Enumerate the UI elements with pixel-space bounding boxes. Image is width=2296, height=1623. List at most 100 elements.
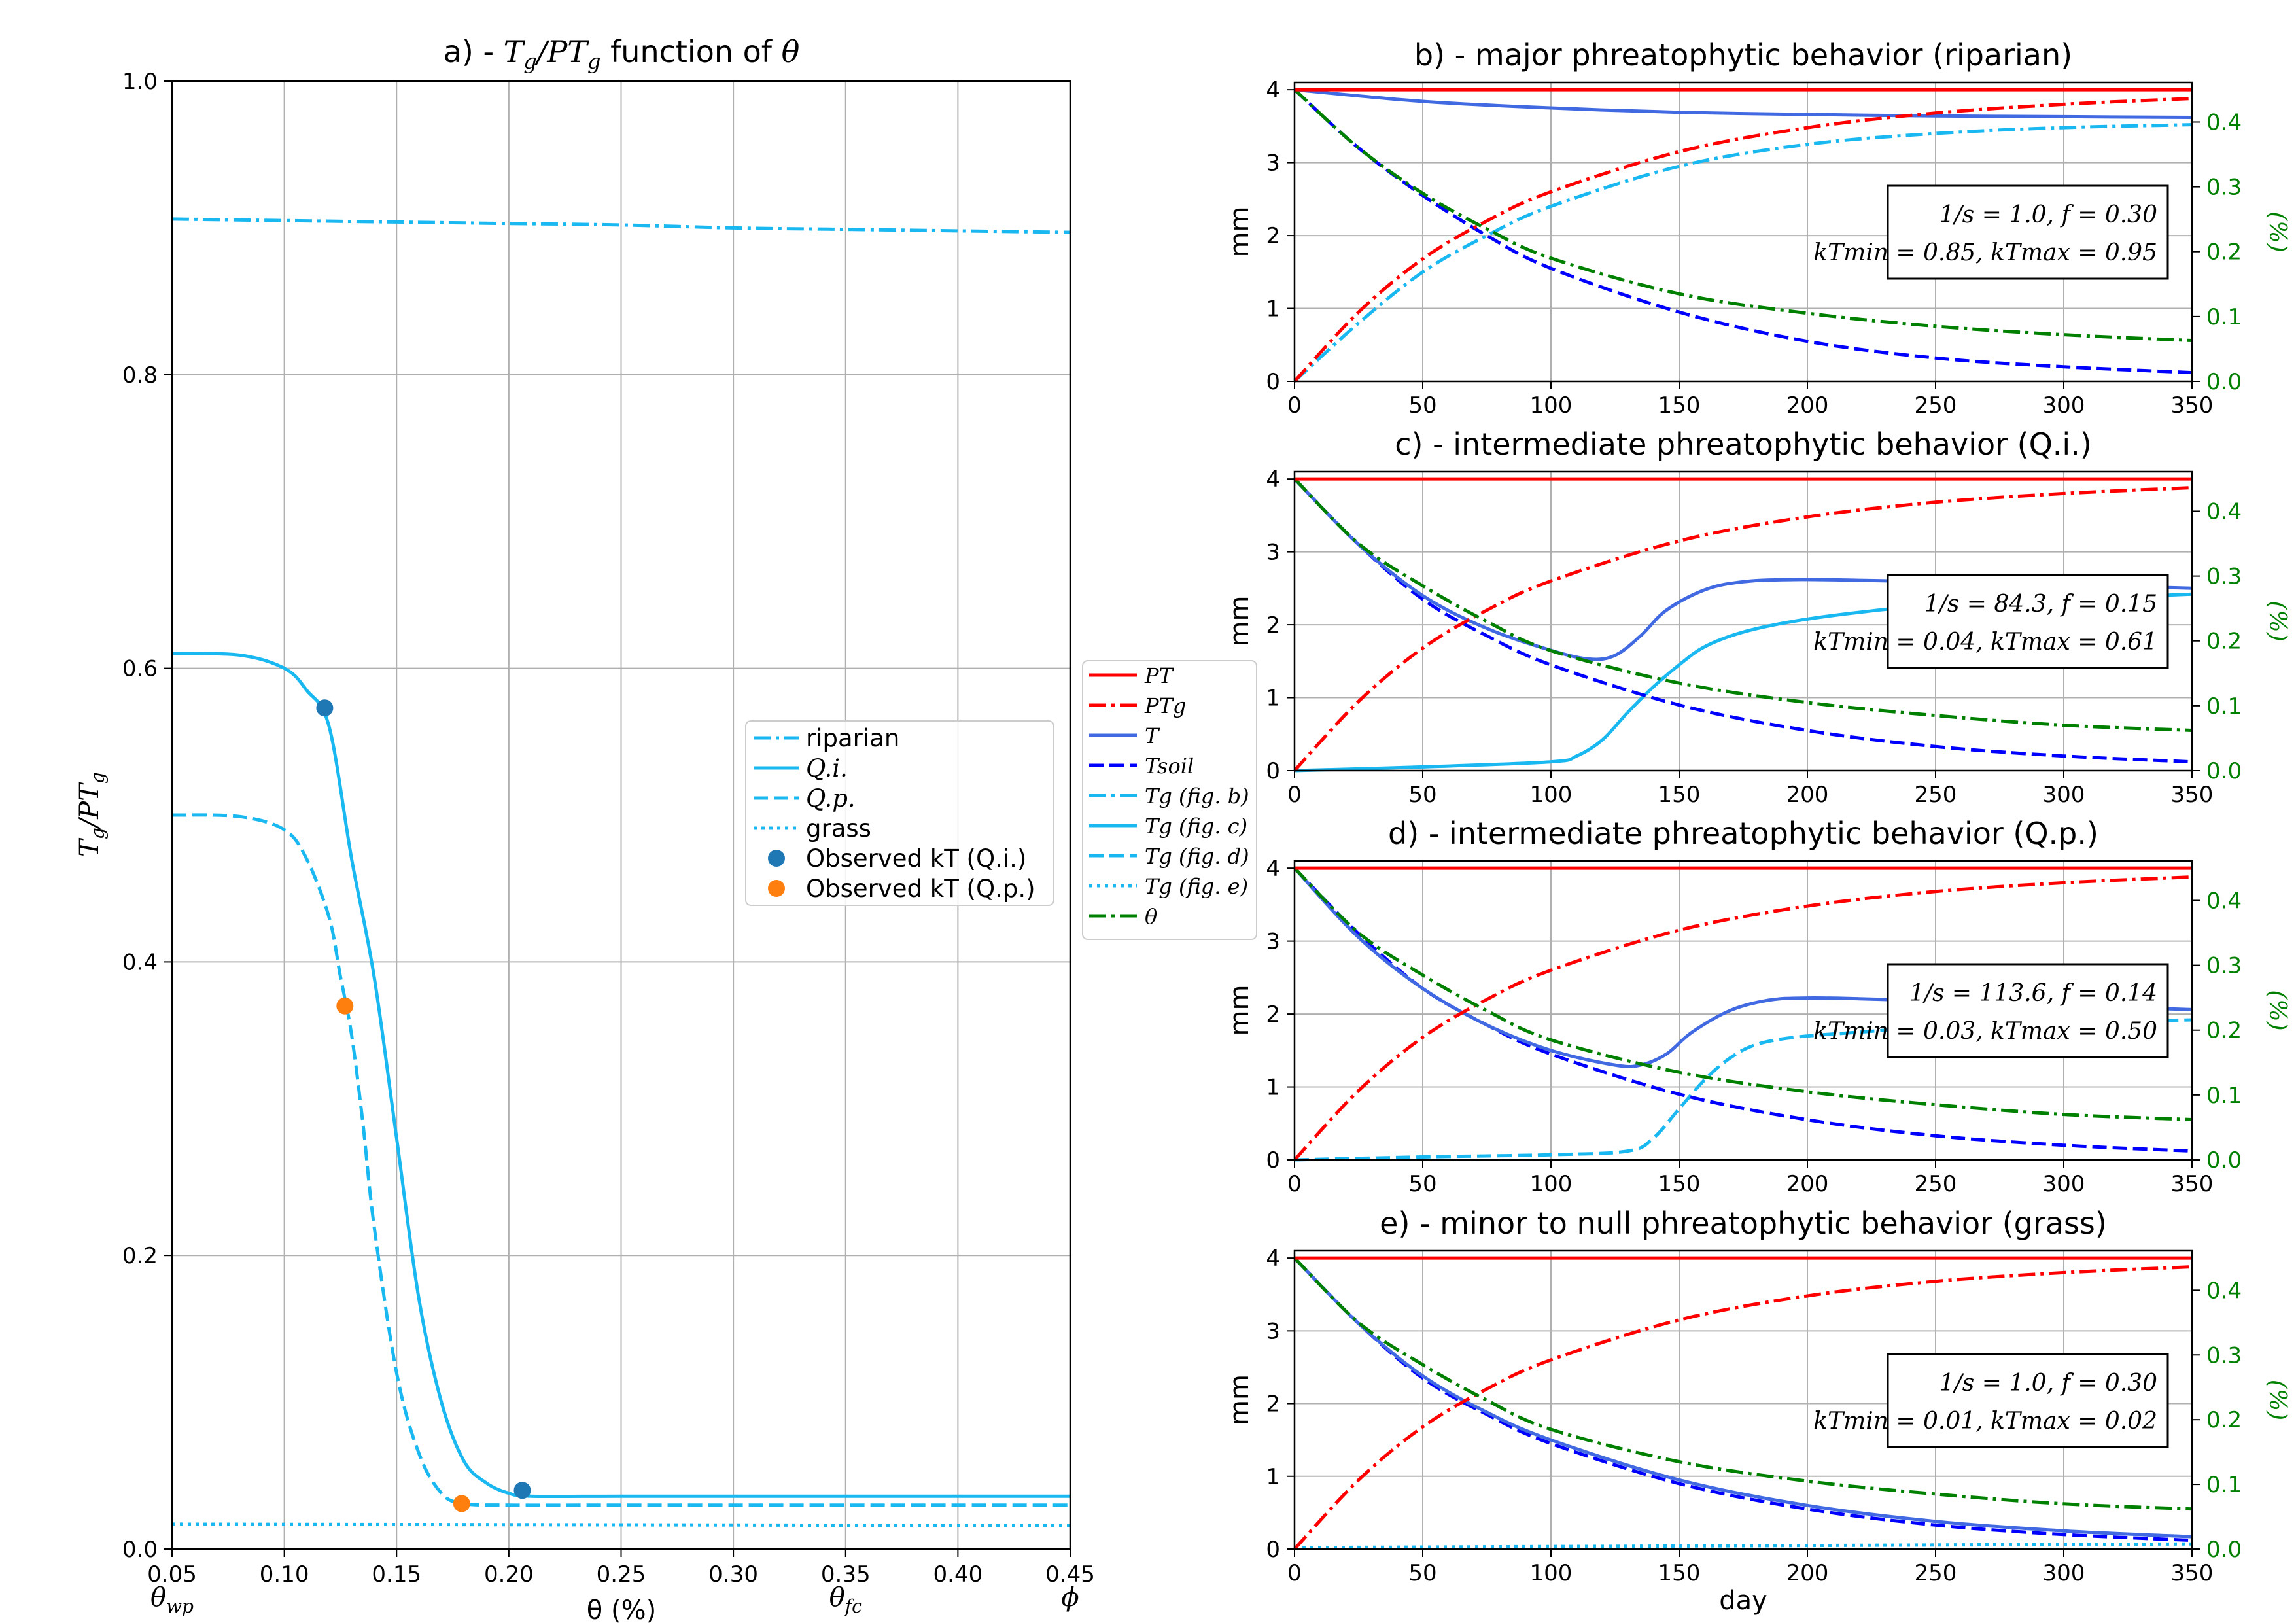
y2-tick-label: 0.2: [2206, 239, 2242, 266]
x-tick-label: 350: [2171, 1560, 2214, 1586]
x-tick-label: 100: [1530, 1171, 1573, 1197]
x-tick-label: 50: [1408, 393, 1436, 419]
x-tick-label: 250: [1915, 1171, 1957, 1197]
series-line: [1295, 478, 2192, 764]
annotation-frame: [1887, 574, 2169, 669]
series-line: [1295, 97, 2192, 383]
x-tick-label: 300: [2043, 393, 2085, 419]
y2-tick-label: 0.3: [2206, 564, 2242, 590]
y2-tick-label: 0.1: [2206, 1083, 2242, 1109]
y-tick-label: 3: [1266, 540, 1280, 566]
legend-box: [745, 720, 1054, 906]
y-tick-label: 0: [1266, 1147, 1280, 1174]
y2-tick-label: 0.4: [2206, 1278, 2242, 1304]
chart-title: a) - Tg/PTg function of θ: [444, 34, 800, 74]
chart-title: d) - intermediate phreatophytic behavior…: [1388, 816, 2098, 851]
x-tick-label: 0: [1287, 782, 1302, 808]
shared-legend: PT PTg T Tsoil Tg (fig. b) Tg (fig. c) Tg (fig…: [1082, 660, 1257, 940]
x-axis-label: day: [1719, 1586, 1767, 1616]
y-tick-label: 4: [1266, 1246, 1280, 1272]
y2-tick-label: 0.0: [2206, 1147, 2242, 1174]
annotation-line: kTmin = 0.03, kTmax = 0.50: [1813, 1018, 2157, 1045]
y-tick-label: 0.4: [122, 949, 158, 975]
x-tick-label: 0.05: [147, 1562, 197, 1588]
series-group: [1295, 88, 2192, 383]
chart-title: c) - intermediate phreatophytic behavior…: [1395, 427, 2092, 462]
x-tick-label: 50: [1408, 1560, 1436, 1586]
x-tick-label: 50: [1408, 782, 1436, 808]
x-tick-label: 100: [1530, 1560, 1573, 1586]
series-line: [171, 1522, 1071, 1527]
y-tick-label: 1: [1266, 1464, 1280, 1490]
series-line: [1295, 1257, 2192, 1539]
annotation-box: 1/s = 1.0, f = 0.30 kTmin = 0.85, kTmax =…: [1813, 184, 2169, 280]
series-line: [1295, 88, 2192, 375]
plot-frame: [171, 80, 1071, 1550]
chart-panel-a: 0.05 0.10 0.15 0.20 0.25 0.30 0.35 0.40 0.45 0.0 0…: [75, 34, 1095, 1623]
legend-label: Tg (fig. e): [1145, 874, 1248, 899]
chart-title: b) - major phreatophytic behavior (ripar…: [1414, 37, 2072, 73]
data-point: [453, 1495, 470, 1512]
y2-tick-label: 0.1: [2206, 1472, 2242, 1498]
y2-tick-label: 0.3: [2206, 175, 2242, 201]
legend-marker: [768, 850, 785, 867]
y-tick-label: 2: [1266, 1002, 1280, 1028]
chart-panel-c: 0 50 100 150 200 250 300 350 0 1 2 3 4 0.0 0.1 0.2 0.3 0.…: [1225, 427, 2291, 808]
annotation-line: kTmin = 0.85, kTmax = 0.95: [1813, 239, 2157, 266]
y2-tick-label: 0.3: [2206, 953, 2242, 979]
y2-axis-label: (%): [2264, 211, 2291, 252]
legend-label: PT: [1144, 663, 1175, 688]
legend-label: Tsoil: [1145, 754, 1194, 778]
x-tick-label: 50: [1408, 1171, 1436, 1197]
x-tick-label: 250: [1915, 393, 1957, 419]
series-group: [1295, 1256, 2192, 1550]
x-axis-label: θ (%): [587, 1596, 656, 1623]
y-tick-label: 2: [1266, 223, 1280, 249]
y-axis-label: mm: [1225, 985, 1255, 1036]
x-tick-label: 0.15: [372, 1562, 421, 1588]
series-line: [1295, 1542, 2192, 1550]
x-tick-label: 0: [1287, 393, 1302, 419]
x-tick-label: 0.20: [484, 1562, 534, 1588]
series-line: [1295, 867, 2192, 1121]
series-line: [171, 813, 1070, 1507]
annotation-frame: [1887, 184, 2169, 280]
chart-panel-d: 0 50 100 150 200 250 300 350 0 1 2 3 4 0.0 0.1 0.2 0.3 0.…: [1225, 816, 2291, 1197]
y2-tick-label: 0.0: [2206, 758, 2242, 784]
x-tick-label: 0.40: [933, 1562, 983, 1588]
x-tick-label: 150: [1658, 782, 1701, 808]
title-var: θ: [782, 34, 800, 69]
x-tick-label: 0: [1287, 1560, 1302, 1586]
y-axis-label: mm: [1225, 1374, 1255, 1425]
legend-box: [1082, 660, 1257, 940]
legend-label: Tg (fig. c): [1145, 814, 1247, 839]
y-tick-label: 1.0: [122, 69, 158, 95]
x-tick-label: 0.30: [708, 1562, 758, 1588]
annotation-box: 1/s = 113.6, f = 0.14 kTmin = 0.03, kTmax…: [1813, 963, 2169, 1058]
plot-frame: [1293, 470, 2193, 772]
legend-label: PTg: [1144, 693, 1186, 718]
series-line: [1295, 478, 2192, 732]
x-tick-label: 300: [2043, 1171, 2085, 1197]
data-point: [336, 997, 354, 1015]
x-tick-label: 150: [1658, 1560, 1701, 1586]
y2-axis-label: (%): [2264, 601, 2291, 641]
y2-tick-label: 0.2: [2206, 629, 2242, 655]
x-tick-label: 0.25: [597, 1562, 646, 1588]
title-suffix: function of: [600, 34, 781, 69]
y-tick-label: 3: [1266, 929, 1280, 955]
series-line: [1295, 1265, 2192, 1550]
annotation-line: kTmin = 0.01, kTmax = 0.02: [1813, 1408, 2157, 1435]
plot-frame: [1293, 81, 2193, 383]
x-tick-label: 350: [2171, 393, 2214, 419]
y2-tick-label: 0.4: [2206, 498, 2242, 525]
series-line: [1295, 1257, 2192, 1511]
legend-label: riparian: [806, 724, 899, 752]
annotation-frame: [1887, 963, 2169, 1058]
x-tick-label: 200: [1786, 1560, 1829, 1586]
series-line: [1295, 88, 2192, 119]
y2-tick-label: 0.2: [2206, 1018, 2242, 1044]
x-tick-label: 200: [1786, 1171, 1829, 1197]
y2-tick-label: 0.0: [2206, 369, 2242, 395]
